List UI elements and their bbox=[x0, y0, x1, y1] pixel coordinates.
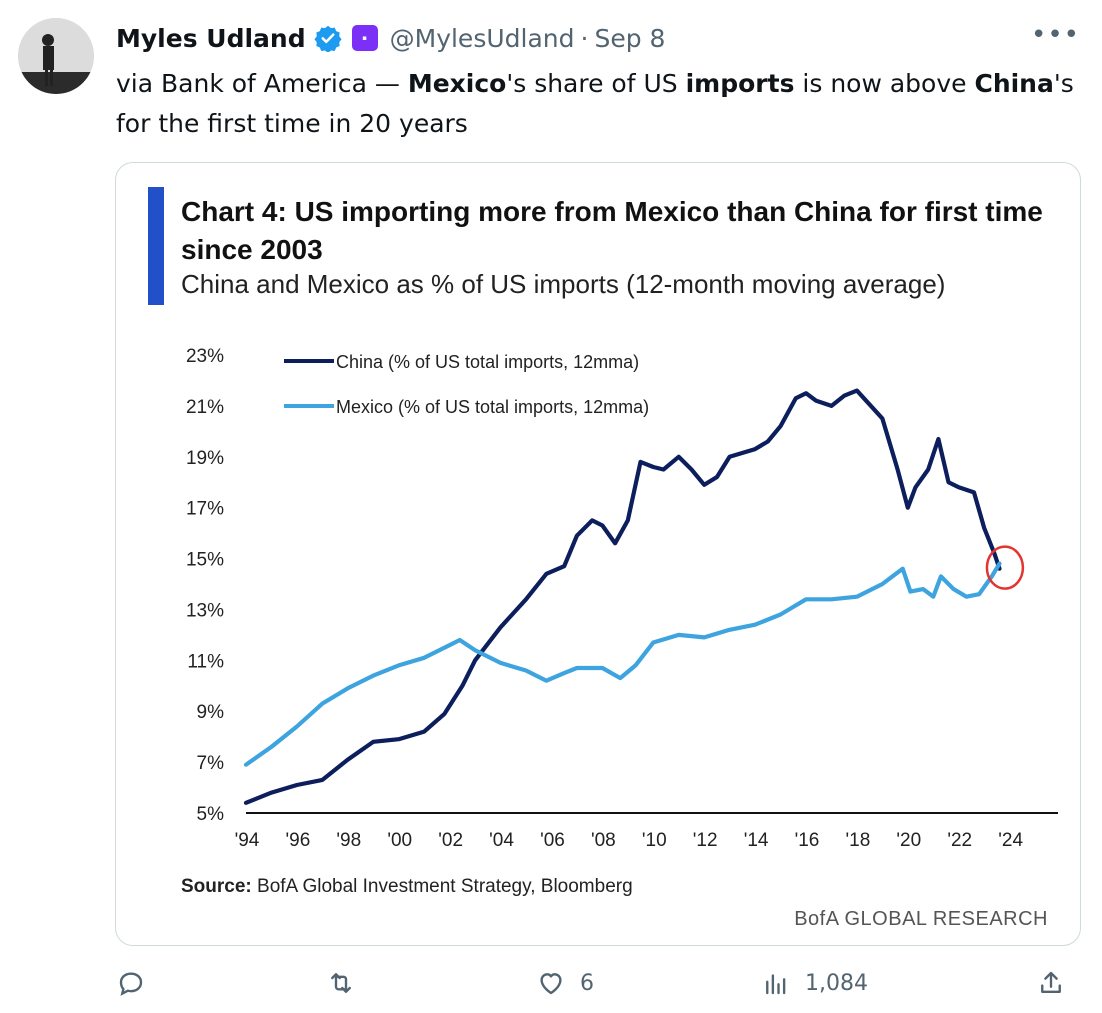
series-line-china bbox=[243, 388, 1002, 805]
y-tick-label: 11% bbox=[187, 651, 224, 672]
tweet-text-segment: 's share of US bbox=[506, 69, 686, 98]
y-tick-label: 5% bbox=[197, 804, 225, 825]
series-line-mexico bbox=[243, 561, 1002, 767]
y-tick-label: 17% bbox=[186, 499, 224, 520]
x-tick-label: '04 bbox=[489, 830, 514, 851]
avatar-image bbox=[18, 18, 94, 94]
source-text: BofA Global Investment Strategy, Bloombe… bbox=[251, 876, 633, 897]
action-bar: 6 1,084 bbox=[116, 968, 1082, 1008]
y-tick-label: 21% bbox=[186, 397, 224, 418]
more-icon[interactable]: ••• bbox=[1030, 20, 1080, 50]
like-button[interactable]: 6 bbox=[536, 968, 594, 998]
y-tick-label: 19% bbox=[186, 448, 224, 469]
x-tick-label: '12 bbox=[693, 830, 718, 851]
x-tick-label: '96 bbox=[286, 830, 311, 851]
affiliate-badge-icon[interactable]: ▪ bbox=[351, 25, 378, 51]
tweet-header: Myles Udland ▪ @MylesUdland · Sep 8 bbox=[116, 20, 1082, 56]
title-accent-bar bbox=[148, 187, 164, 305]
x-tick-label: '24 bbox=[998, 830, 1023, 851]
chart-card[interactable]: Chart 4: US importing more from Mexico t… bbox=[115, 162, 1081, 946]
chart-brand: BofA GLOBAL RESEARCH bbox=[794, 908, 1048, 930]
tweet-text-segment: imports bbox=[685, 69, 795, 98]
x-tick-label: '00 bbox=[387, 830, 412, 851]
y-tick-label: 15% bbox=[186, 550, 224, 571]
heart-icon bbox=[540, 973, 562, 995]
x-tick-label: '16 bbox=[795, 830, 820, 851]
views-button[interactable]: 1,084 bbox=[761, 968, 868, 998]
chart-source: Source: BofA Global Investment Strategy,… bbox=[181, 876, 633, 898]
x-tick-label: '94 bbox=[235, 830, 260, 851]
x-tick-label: '06 bbox=[540, 830, 565, 851]
views-count: 1,084 bbox=[805, 970, 868, 996]
legend-label: China (% of US total imports, 12mma) bbox=[336, 352, 639, 372]
header-separator: · bbox=[580, 23, 589, 53]
y-tick-label: 23% bbox=[186, 346, 224, 367]
y-tick-label: 9% bbox=[197, 702, 225, 723]
tweet-text: via Bank of America — Mexico's share of … bbox=[116, 64, 1086, 144]
x-tick-label: '22 bbox=[947, 830, 972, 851]
tweet-text-segment: 's for the first time in 20 years bbox=[116, 69, 1074, 138]
chart-svg: 5% 7% 9% 11% 13% 15% 17% 19% 21% 23% '94 '96 '98 '00 '… bbox=[186, 346, 1058, 851]
x-tick-label: '02 bbox=[438, 830, 463, 851]
x-tick-label: '10 bbox=[642, 830, 667, 851]
source-label: Source: bbox=[181, 876, 252, 897]
reply-button[interactable] bbox=[116, 968, 160, 998]
x-tick-label: '20 bbox=[896, 830, 921, 851]
post-date[interactable]: Sep 8 bbox=[594, 23, 666, 53]
y-tick-label: 13% bbox=[186, 600, 224, 621]
tweet-text-segment: is now above bbox=[794, 69, 975, 98]
x-tick-label: '18 bbox=[846, 830, 871, 851]
x-tick-label: '98 bbox=[336, 830, 361, 851]
tweet-text-segment: China bbox=[974, 69, 1054, 98]
share-button[interactable] bbox=[1036, 968, 1066, 998]
x-tick-label: '08 bbox=[591, 830, 616, 851]
chart-title: Chart 4: US importing more from Mexico t… bbox=[181, 196, 1043, 265]
reply-icon bbox=[119, 972, 143, 996]
share-icon bbox=[1041, 971, 1061, 993]
y-tick-label: 7% bbox=[197, 753, 225, 774]
x-tick-label: '14 bbox=[744, 830, 769, 851]
verified-badge-icon[interactable] bbox=[314, 24, 342, 52]
avatar[interactable] bbox=[18, 18, 94, 94]
author-name[interactable]: Myles Udland bbox=[116, 23, 306, 53]
legend-label: Mexico (% of US total imports, 12mma) bbox=[336, 397, 649, 417]
chart-subtitle: China and Mexico as % of US imports (12-… bbox=[181, 269, 946, 299]
retweet-icon bbox=[331, 973, 351, 993]
retweet-button[interactable] bbox=[326, 968, 370, 998]
tweet-text-segment: via Bank of America — bbox=[116, 69, 408, 98]
views-icon bbox=[766, 974, 786, 995]
tweet-text-segment: Mexico bbox=[407, 69, 507, 98]
like-count: 6 bbox=[580, 970, 594, 996]
highlight-circle bbox=[985, 545, 1025, 590]
author-handle[interactable]: @MylesUdland bbox=[389, 23, 575, 53]
